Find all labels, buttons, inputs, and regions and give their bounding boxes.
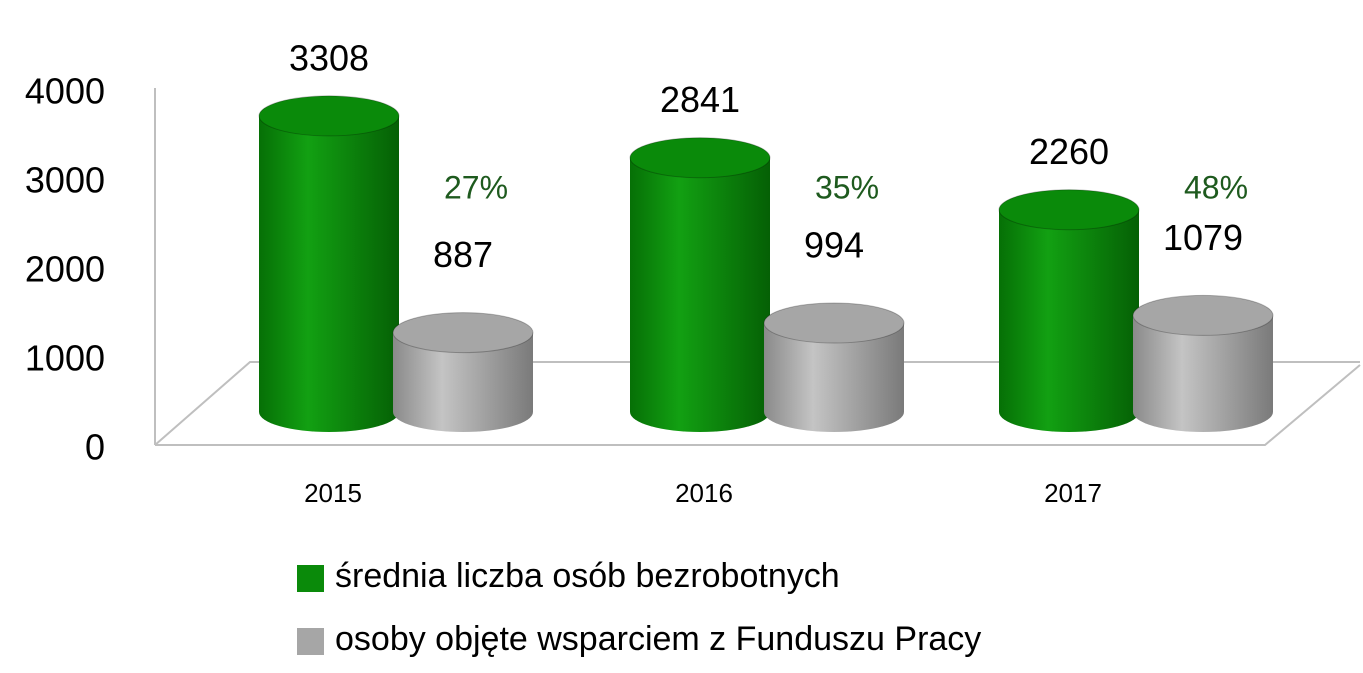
- bar-body: [259, 115, 399, 432]
- bar-body: [999, 209, 1139, 432]
- legend-label: osoby objęte wsparciem z Funduszu Pracy: [335, 620, 981, 658]
- annotation: 48%: [1184, 169, 1248, 205]
- frame: [154, 88, 1361, 446]
- bar-top: [763, 302, 905, 344]
- bar-top: [1132, 294, 1274, 336]
- legend-label: średnia liczba osób bezrobotnych: [335, 557, 840, 595]
- bar: [1132, 294, 1274, 432]
- legend-swatch: [297, 565, 324, 592]
- bar-body: [393, 332, 533, 432]
- annotation: 35%: [815, 169, 879, 205]
- y-tick-label: 0: [85, 427, 105, 468]
- bar: [258, 95, 400, 432]
- x-tick-label: 2016: [675, 478, 733, 508]
- bar-body: [630, 157, 770, 432]
- value-label: 887: [433, 234, 493, 275]
- bar: [998, 189, 1140, 432]
- y-tick-label: 4000: [25, 71, 105, 112]
- bar-top: [392, 312, 534, 354]
- bar-top: [629, 137, 771, 179]
- y-tick-label: 3000: [25, 160, 105, 201]
- bar: [392, 312, 534, 432]
- value-label: 1079: [1163, 217, 1243, 258]
- value-label: 2260: [1029, 131, 1109, 172]
- bar-body: [764, 323, 904, 432]
- bar: [629, 137, 771, 432]
- value-label: 994: [804, 225, 864, 266]
- value-label: 3308: [289, 37, 369, 78]
- bar-body: [1133, 315, 1273, 432]
- x-tick-label: 2015: [304, 478, 362, 508]
- y-tick-label: 2000: [25, 249, 105, 290]
- value-label: 2841: [660, 79, 740, 120]
- bar-top: [998, 189, 1140, 231]
- legend-swatch: [297, 628, 324, 655]
- x-tick-label: 2017: [1044, 478, 1102, 508]
- bar: [763, 302, 905, 432]
- bar-top: [258, 95, 400, 137]
- y-tick-label: 1000: [25, 338, 105, 379]
- annotation: 27%: [444, 169, 508, 205]
